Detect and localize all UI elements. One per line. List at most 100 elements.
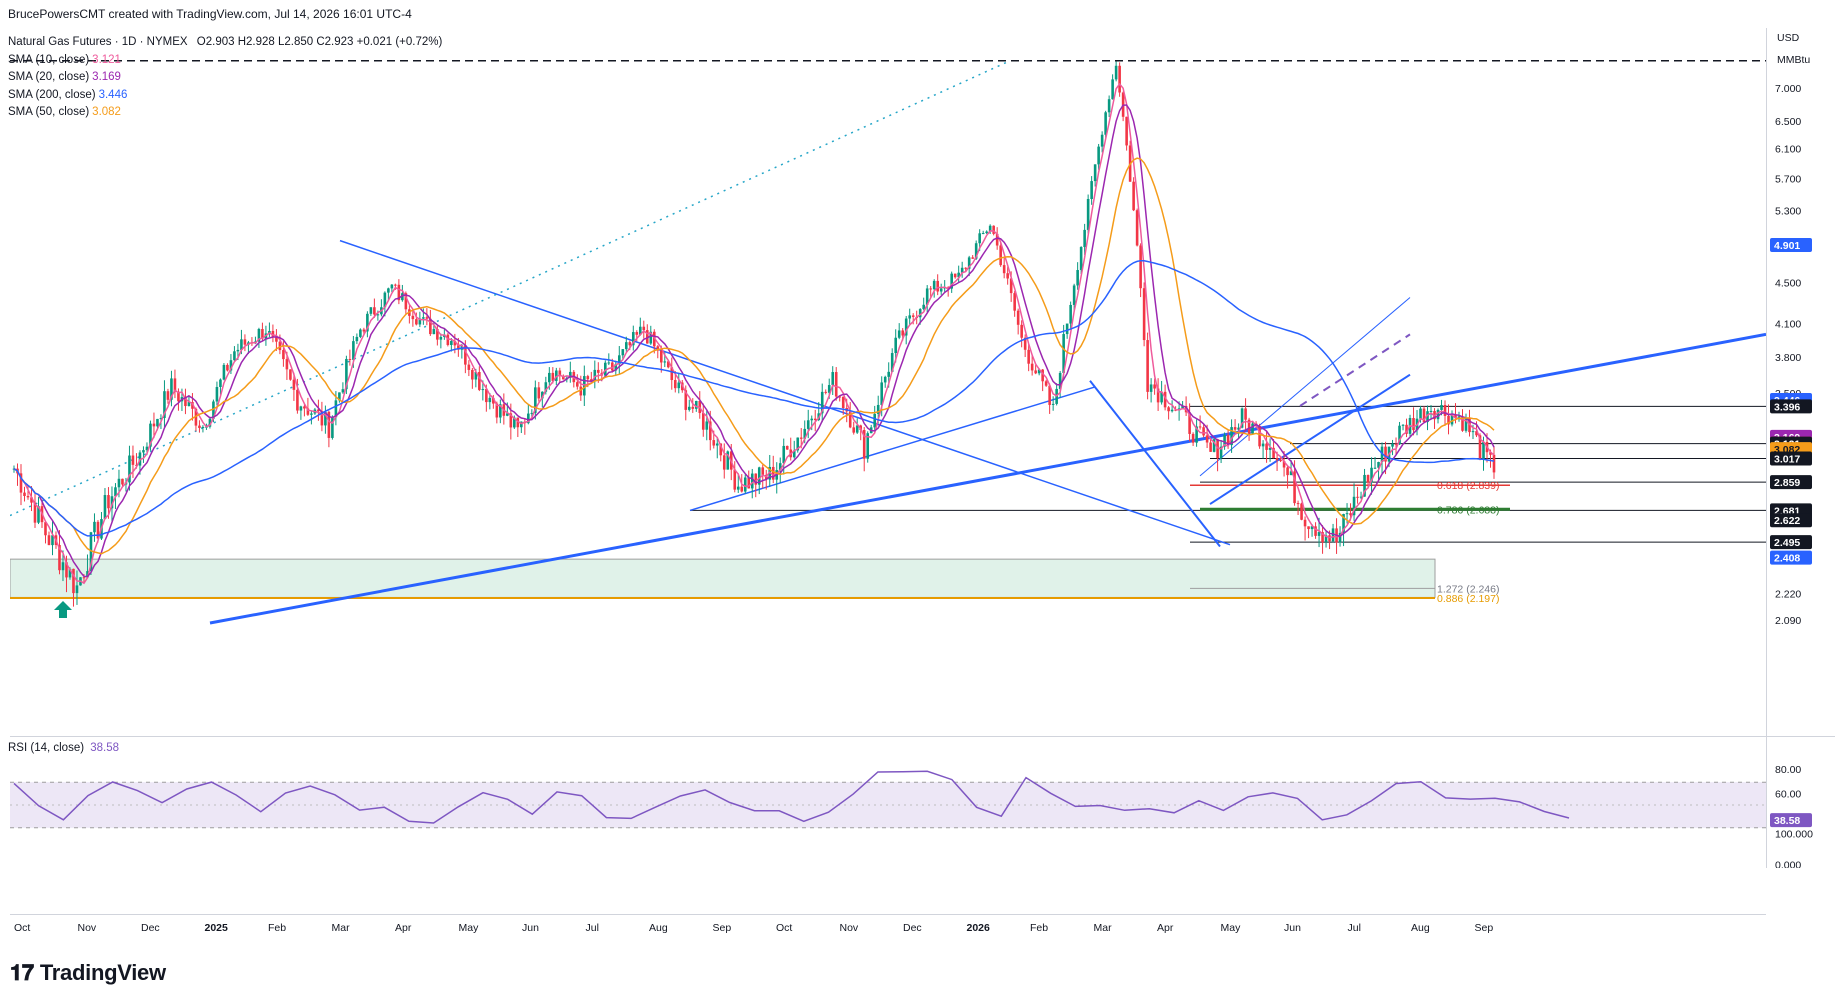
candle-body bbox=[296, 389, 299, 411]
price-chart[interactable]: 0.618 (2.839) 0.786 (2.688) 1.272 (2.246)0… bbox=[10, 28, 1766, 733]
candle bbox=[929, 286, 932, 298]
price-tag[interactable]: 2.859 bbox=[1770, 475, 1812, 490]
candle bbox=[1405, 418, 1408, 438]
candle-body bbox=[506, 413, 509, 416]
candle bbox=[1027, 344, 1030, 372]
candle-body bbox=[995, 233, 999, 246]
rsi-tick-label: 60.00 bbox=[1775, 789, 1801, 801]
price-tag[interactable]: 2.622 bbox=[1770, 513, 1812, 528]
time-tick-label: Nov bbox=[840, 922, 859, 934]
pane-separator[interactable] bbox=[10, 736, 1835, 737]
candle bbox=[1002, 257, 1006, 279]
candle-body bbox=[1478, 435, 1482, 459]
price-tag[interactable]: 2.408 bbox=[1770, 550, 1812, 565]
price-tag-label: 4.901 bbox=[1774, 240, 1800, 252]
candle-body bbox=[1135, 210, 1139, 246]
candle-body bbox=[1303, 519, 1307, 527]
candle-body bbox=[848, 411, 852, 428]
candle bbox=[450, 337, 453, 352]
legend-value: 3.446 bbox=[98, 88, 128, 101]
candle bbox=[215, 381, 219, 406]
candle-body bbox=[128, 455, 131, 483]
price-tag[interactable]: 3.017 bbox=[1770, 451, 1812, 466]
legend-sma200[interactable]: SMA (200, close) 3.446 bbox=[8, 87, 442, 105]
candle-body bbox=[1440, 404, 1443, 410]
time-tick-label: Aug bbox=[1411, 922, 1430, 934]
price-axis[interactable]: USDMMBtu2.0902.2203.5003.8004.1004.5005.… bbox=[1766, 28, 1835, 868]
candle-body bbox=[1321, 532, 1324, 543]
candle-body bbox=[876, 404, 880, 414]
price-tag[interactable]: 2.495 bbox=[1770, 535, 1812, 550]
candle-body bbox=[492, 397, 495, 404]
candle-body bbox=[901, 330, 904, 336]
rsi-legend[interactable]: RSI (14, close) 38.58 bbox=[8, 742, 119, 754]
candle-body bbox=[1079, 247, 1083, 271]
candle-body bbox=[299, 406, 303, 411]
candle bbox=[1314, 522, 1317, 539]
legend-sma10[interactable]: SMA (10, close) 3.121 bbox=[8, 52, 442, 70]
candle-body bbox=[1167, 407, 1170, 412]
candle bbox=[331, 415, 334, 440]
candle bbox=[1380, 442, 1384, 475]
candle-body bbox=[670, 367, 674, 381]
candle-body bbox=[673, 380, 677, 389]
price-tag[interactable]: 4.901 bbox=[1770, 238, 1812, 253]
rsi-tick-label: 80.00 bbox=[1775, 764, 1801, 776]
candle-body bbox=[715, 443, 719, 446]
candle-body bbox=[992, 225, 995, 234]
candle bbox=[708, 410, 712, 451]
time-tick-label: Jul bbox=[1348, 922, 1361, 934]
price-tag-label: 2.408 bbox=[1774, 553, 1800, 565]
candle bbox=[1279, 457, 1282, 463]
candle-body bbox=[1272, 447, 1275, 459]
candle-body bbox=[499, 404, 502, 418]
candle-body bbox=[1356, 496, 1359, 498]
candle bbox=[999, 241, 1002, 267]
candle-body bbox=[666, 361, 670, 368]
candle bbox=[670, 357, 674, 390]
price-tag-bg bbox=[1770, 513, 1812, 528]
candle-body bbox=[51, 535, 54, 546]
candle bbox=[1079, 246, 1083, 275]
candle-body bbox=[894, 337, 898, 354]
candle bbox=[16, 463, 19, 486]
candle bbox=[617, 346, 621, 375]
rsi-value: 38.58 bbox=[90, 742, 120, 754]
price-tag-label: 3.396 bbox=[1774, 401, 1800, 413]
candle-body bbox=[1086, 198, 1090, 230]
candle bbox=[1065, 323, 1069, 339]
candle-body bbox=[1205, 435, 1209, 443]
candle bbox=[957, 265, 960, 283]
candle bbox=[722, 443, 726, 479]
candle-body bbox=[422, 317, 425, 319]
time-axis[interactable]: Oct Nov Dec 2025 Feb Mar Apr May Jun Jul Aug Sep Oct… bbox=[10, 914, 1766, 939]
candle bbox=[715, 437, 719, 459]
legend-sma20[interactable]: SMA (20, close) 3.169 bbox=[8, 69, 442, 87]
candle bbox=[383, 291, 387, 317]
price-tag-bg bbox=[1770, 451, 1812, 466]
candle-body bbox=[576, 382, 579, 387]
candle bbox=[1422, 406, 1426, 424]
candle bbox=[1051, 396, 1055, 411]
candle-body bbox=[1489, 452, 1492, 455]
candle-body bbox=[366, 313, 369, 332]
candle bbox=[1198, 415, 1202, 430]
tradingview-logo[interactable]: 𝟏𝟕 TradingView bbox=[10, 960, 166, 986]
candle bbox=[932, 279, 936, 298]
candle bbox=[1216, 438, 1219, 472]
candle bbox=[614, 360, 618, 377]
candle-body bbox=[404, 293, 408, 310]
candle-body bbox=[628, 342, 632, 346]
candle bbox=[1307, 526, 1310, 539]
candle bbox=[1352, 483, 1356, 521]
candle bbox=[922, 297, 925, 311]
candle-body bbox=[1230, 427, 1233, 446]
legend-sma50[interactable]: SMA (50, close) 3.082 bbox=[8, 104, 442, 122]
candle bbox=[971, 255, 974, 259]
rsi-chart[interactable] bbox=[10, 742, 1766, 868]
symbol-line: Natural Gas Futures · 1D · NYMEX O2.903 … bbox=[8, 34, 442, 52]
candle-body bbox=[527, 413, 530, 424]
candle-body bbox=[1426, 411, 1429, 423]
candle bbox=[415, 312, 418, 326]
price-tag[interactable]: 3.396 bbox=[1770, 399, 1812, 414]
